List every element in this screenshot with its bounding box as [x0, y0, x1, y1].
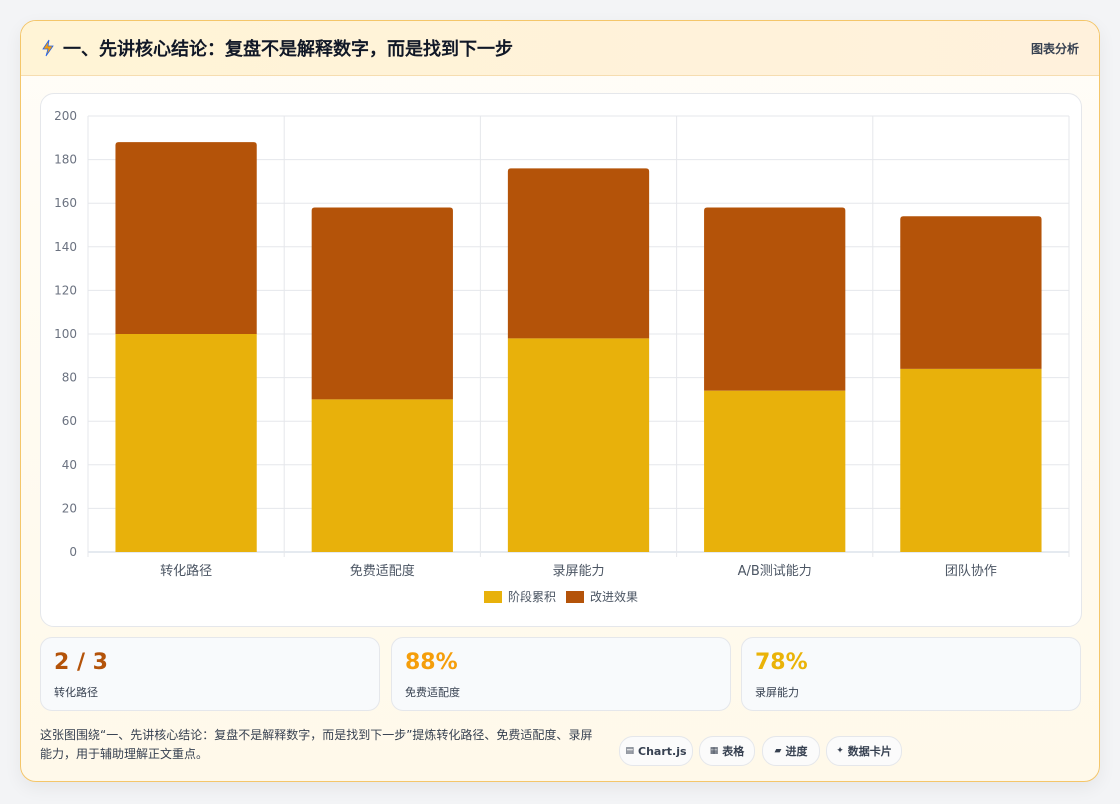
chip-data-card[interactable]: ✦ 数据卡片: [826, 736, 902, 766]
chart-analysis-tag: 图表分析: [1030, 42, 1079, 56]
stat-card-1: 2 / 3 转化路径: [40, 637, 380, 711]
chart-card: 一、先讲核心结论：复盘不是解释数字，而是找到下一步 图表分析 0 20 40 60 80…: [20, 20, 1100, 782]
progress-icon: ▰: [774, 746, 782, 756]
y-tick-label: 120: [54, 283, 77, 297]
chart-icon: ▤: [625, 746, 634, 756]
y-tick-label: 20: [62, 501, 77, 515]
y-tick-label: 200: [54, 109, 77, 123]
y-tick-label: 100: [54, 327, 77, 341]
bar-segment-阶段累积: [704, 390, 846, 552]
y-tick-label: 80: [62, 371, 77, 385]
chart-panel: 0 20 40 60 80 100 120 140 160 180 200 转化路径 免费适配度 录屏能力…: [40, 93, 1082, 627]
stat-value: 78%: [755, 650, 808, 675]
chip-progress[interactable]: ▰ 进度: [762, 736, 820, 766]
x-tick-label: 转化路径: [160, 563, 212, 579]
stat-card-2: 88% 免费适配度: [391, 637, 731, 711]
x-tick-label: A/B测试能力: [738, 564, 812, 579]
legend-swatch: [566, 591, 584, 603]
stat-label: 免费适配度: [405, 686, 460, 699]
chart-description: 这张图围绕“一、先讲核心结论：复盘不是解释数字，而是找到下一步”提炼转化路径、免…: [40, 728, 593, 761]
stat-label: 转化路径: [54, 686, 98, 699]
bar-segment-改进效果: [507, 168, 650, 339]
legend-label: 改进效果: [590, 589, 638, 604]
table-icon: ▦: [709, 746, 719, 756]
chip-table[interactable]: ▦ 表格: [699, 736, 755, 766]
bar-segment-阶段累积: [311, 399, 453, 552]
bar-segment-阶段累积: [507, 338, 650, 552]
bar-segment-阶段累积: [900, 368, 1042, 552]
y-tick-label: 0: [69, 545, 77, 559]
bar-segment-改进效果: [115, 142, 257, 334]
y-tick-label: 40: [62, 458, 77, 472]
stacked-bar-chart: 0 20 40 60 80 100 120 140 160 180 200 转化路径 免费适配度 录屏能力…: [54, 109, 1070, 604]
legend-label: 阶段累积: [508, 589, 556, 604]
y-tick-label: 140: [54, 240, 77, 254]
card-header: 一、先讲核心结论：复盘不是解释数字，而是找到下一步 图表分析: [21, 21, 1099, 76]
stat-value: 2 / 3: [54, 650, 108, 675]
stat-value: 88%: [405, 650, 458, 675]
legend-swatch: [484, 591, 502, 603]
y-tick-label: 160: [54, 196, 77, 210]
y-tick-label: 180: [54, 153, 77, 167]
bar-segment-改进效果: [900, 216, 1042, 369]
stat-card-3: 78% 录屏能力: [741, 637, 1081, 711]
x-tick-label: 免费适配度: [350, 563, 415, 579]
chip-chartjs[interactable]: ▤ Chart.js: [619, 736, 693, 766]
y-tick-label: 60: [62, 414, 77, 428]
bar-segment-改进效果: [704, 207, 846, 391]
bar-segment-阶段累积: [115, 334, 257, 552]
x-tick-label: 录屏能力: [552, 564, 604, 579]
bar-segment-改进效果: [311, 207, 453, 400]
x-tick-label: 团队协作: [945, 564, 997, 579]
page-title: 一、先讲核心结论：复盘不是解释数字，而是找到下一步: [63, 39, 513, 60]
stat-label: 录屏能力: [755, 686, 799, 699]
card-icon: ✦: [836, 746, 844, 756]
lightning-icon: [42, 39, 54, 57]
